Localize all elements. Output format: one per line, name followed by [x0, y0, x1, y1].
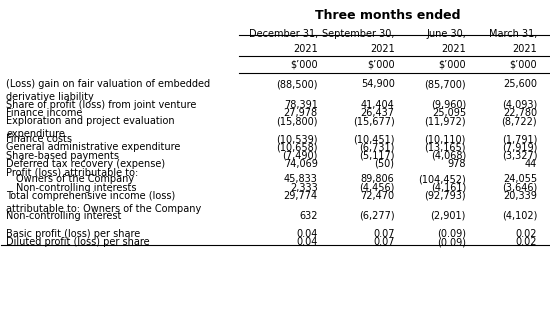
Text: Profit (loss) attributable to:: Profit (loss) attributable to:: [6, 167, 139, 177]
Text: (4,068): (4,068): [431, 151, 466, 161]
Text: (2,901): (2,901): [431, 211, 466, 221]
Text: 44: 44: [525, 159, 537, 169]
Text: Deferred tax recovery (expense): Deferred tax recovery (expense): [6, 159, 166, 169]
Text: Share of profit (loss) from joint venture: Share of profit (loss) from joint ventur…: [6, 100, 196, 110]
Text: Finance costs: Finance costs: [6, 134, 72, 144]
Text: 22,780: 22,780: [503, 108, 537, 118]
Text: (92,793): (92,793): [424, 191, 466, 201]
Text: (10,658): (10,658): [276, 142, 318, 153]
Text: (13,165): (13,165): [425, 142, 466, 153]
Text: (1,791): (1,791): [502, 134, 537, 144]
Text: (15,800): (15,800): [276, 116, 318, 126]
Text: 72,470: 72,470: [360, 191, 394, 201]
Text: 29,774: 29,774: [284, 191, 318, 201]
Text: 89,806: 89,806: [361, 174, 394, 184]
Text: Basic profit (loss) per share: Basic profit (loss) per share: [6, 229, 140, 239]
Text: 2021: 2021: [513, 44, 537, 54]
Text: 20,339: 20,339: [503, 191, 537, 201]
Text: (5,117): (5,117): [359, 151, 394, 161]
Text: $’000: $’000: [367, 59, 394, 70]
Text: Exploration and project evaluation
expenditure: Exploration and project evaluation expen…: [6, 116, 175, 139]
Text: (85,700): (85,700): [424, 79, 466, 89]
Text: Non-controlling interests: Non-controlling interests: [16, 183, 136, 193]
Text: Finance income: Finance income: [6, 108, 82, 118]
Text: 0.04: 0.04: [296, 229, 318, 239]
Text: June 30,: June 30,: [426, 29, 466, 39]
Text: 27,978: 27,978: [284, 108, 318, 118]
Text: (3,327): (3,327): [502, 151, 537, 161]
Text: Share-based payments: Share-based payments: [6, 151, 119, 161]
Text: 41,404: 41,404: [361, 100, 394, 110]
Text: (4,456): (4,456): [359, 183, 394, 193]
Text: 25,600: 25,600: [503, 79, 537, 89]
Text: (88,500): (88,500): [276, 79, 318, 89]
Text: 2021: 2021: [441, 44, 466, 54]
Text: Diluted profit (loss) per share: Diluted profit (loss) per share: [6, 237, 150, 247]
Text: (15,677): (15,677): [353, 116, 394, 126]
Text: September 30,: September 30,: [322, 29, 394, 39]
Text: (8,722): (8,722): [502, 116, 537, 126]
Text: 26,437: 26,437: [361, 108, 394, 118]
Text: 74,069: 74,069: [284, 159, 318, 169]
Text: (10,110): (10,110): [425, 134, 466, 144]
Text: 54,900: 54,900: [361, 79, 394, 89]
Text: General administrative expenditure: General administrative expenditure: [6, 142, 180, 153]
Text: 25,095: 25,095: [432, 108, 466, 118]
Text: 0.07: 0.07: [373, 229, 394, 239]
Text: Total comprehensive income (loss)
attributable to: Owners of the Company: Total comprehensive income (loss) attrib…: [6, 191, 201, 214]
Text: (0.09): (0.09): [437, 237, 466, 247]
Text: (0.09): (0.09): [437, 229, 466, 239]
Text: 78,391: 78,391: [284, 100, 318, 110]
Text: (7,919): (7,919): [502, 142, 537, 153]
Text: (7,490): (7,490): [282, 151, 318, 161]
Text: (104,452): (104,452): [418, 174, 466, 184]
Text: December 31,: December 31,: [249, 29, 318, 39]
Text: $’000: $’000: [438, 59, 466, 70]
Text: 0.02: 0.02: [516, 229, 537, 239]
Text: (Loss) gain on fair valuation of embedded
derivative liability: (Loss) gain on fair valuation of embedde…: [6, 79, 210, 102]
Text: (3,646): (3,646): [502, 183, 537, 193]
Text: 0.07: 0.07: [373, 237, 394, 247]
Text: (6,731): (6,731): [359, 142, 394, 153]
Text: (50): (50): [375, 159, 394, 169]
Text: (4,161): (4,161): [431, 183, 466, 193]
Text: 2021: 2021: [370, 44, 394, 54]
Text: 45,833: 45,833: [284, 174, 318, 184]
Text: 2021: 2021: [293, 44, 318, 54]
Text: (11,972): (11,972): [424, 116, 466, 126]
Text: (6,277): (6,277): [359, 211, 394, 221]
Text: (10,451): (10,451): [353, 134, 394, 144]
Text: Non-controlling interest: Non-controlling interest: [6, 211, 122, 221]
Text: Owners of the Company: Owners of the Company: [16, 174, 134, 184]
Text: $’000: $’000: [290, 59, 318, 70]
Text: 632: 632: [299, 211, 318, 221]
Text: 2,333: 2,333: [290, 183, 318, 193]
Text: 0.04: 0.04: [296, 237, 318, 247]
Text: March 31,: March 31,: [489, 29, 537, 39]
Text: (9,960): (9,960): [431, 100, 466, 110]
Text: Three months ended: Three months ended: [315, 9, 460, 22]
Text: (4,102): (4,102): [502, 211, 537, 221]
Text: 0.02: 0.02: [516, 237, 537, 247]
Text: (4,093): (4,093): [502, 100, 537, 110]
Text: 24,055: 24,055: [503, 174, 537, 184]
Text: 978: 978: [447, 159, 466, 169]
Text: (10,539): (10,539): [276, 134, 318, 144]
Text: $’000: $’000: [510, 59, 537, 70]
